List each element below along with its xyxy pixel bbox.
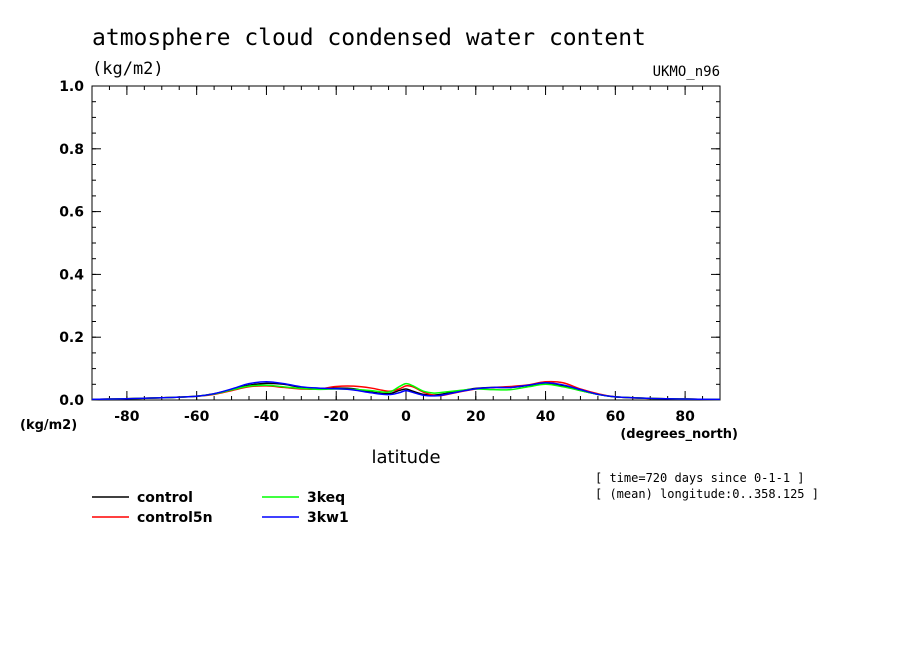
x-tick-label: -20 [324, 409, 350, 425]
y-axis-units: (kg/m2) [20, 418, 77, 433]
legend-label-3kw1: 3kw1 [307, 510, 349, 526]
x-tick-label: -60 [184, 409, 210, 425]
legend-label-control: control [137, 490, 193, 506]
chart-units: (kg/m2) [92, 59, 164, 79]
legend: control control5n 3keq 3kw1 [92, 490, 349, 526]
model-label: UKMO_n96 [653, 64, 720, 80]
y-tick-label: 1.0 [59, 79, 84, 95]
x-tick-label: -80 [114, 409, 140, 425]
x-tick-label: 60 [606, 409, 626, 425]
x-tick-label: 40 [536, 409, 556, 425]
chart-title: atmosphere cloud condensed water content [92, 25, 646, 51]
series-line-3kw1 [91, 381, 721, 401]
plot-frame [91, 85, 721, 401]
y-tick-label: 0.0 [59, 393, 84, 409]
axis-tick-labels: -80 -60 -40 -20 0 20 40 60 80 0.0 0.2 0.4 0.6 0.8 1.0 [59, 79, 695, 425]
x-tick-label: 0 [401, 409, 411, 425]
x-tick-label: -40 [254, 409, 280, 425]
x-tick-label: 20 [466, 409, 486, 425]
y-tick-label: 0.2 [59, 330, 84, 346]
series-lines [91, 380, 721, 401]
x-axis-units: (degrees_north) [620, 427, 738, 442]
series-line-3keq [91, 382, 721, 401]
plot-area: -80 -60 -40 -20 0 20 40 60 80 0.0 0.2 0.4 0.6 0.8 1.0 [59, 79, 721, 425]
axis-ticks [91, 85, 721, 401]
y-tick-label: 0.8 [59, 142, 84, 158]
x-axis-label: latitude [371, 447, 440, 468]
y-tick-label: 0.4 [59, 267, 84, 283]
legend-label-control5n: control5n [137, 510, 213, 526]
time-note: [ time=720 days since 0-1-1 ] [595, 471, 805, 485]
longitude-note: [ (mean) longitude:0..358.125 ] [595, 487, 819, 501]
x-tick-label: 80 [675, 409, 695, 425]
legend-label-3keq: 3keq [307, 490, 345, 506]
y-tick-label: 0.6 [59, 205, 84, 221]
